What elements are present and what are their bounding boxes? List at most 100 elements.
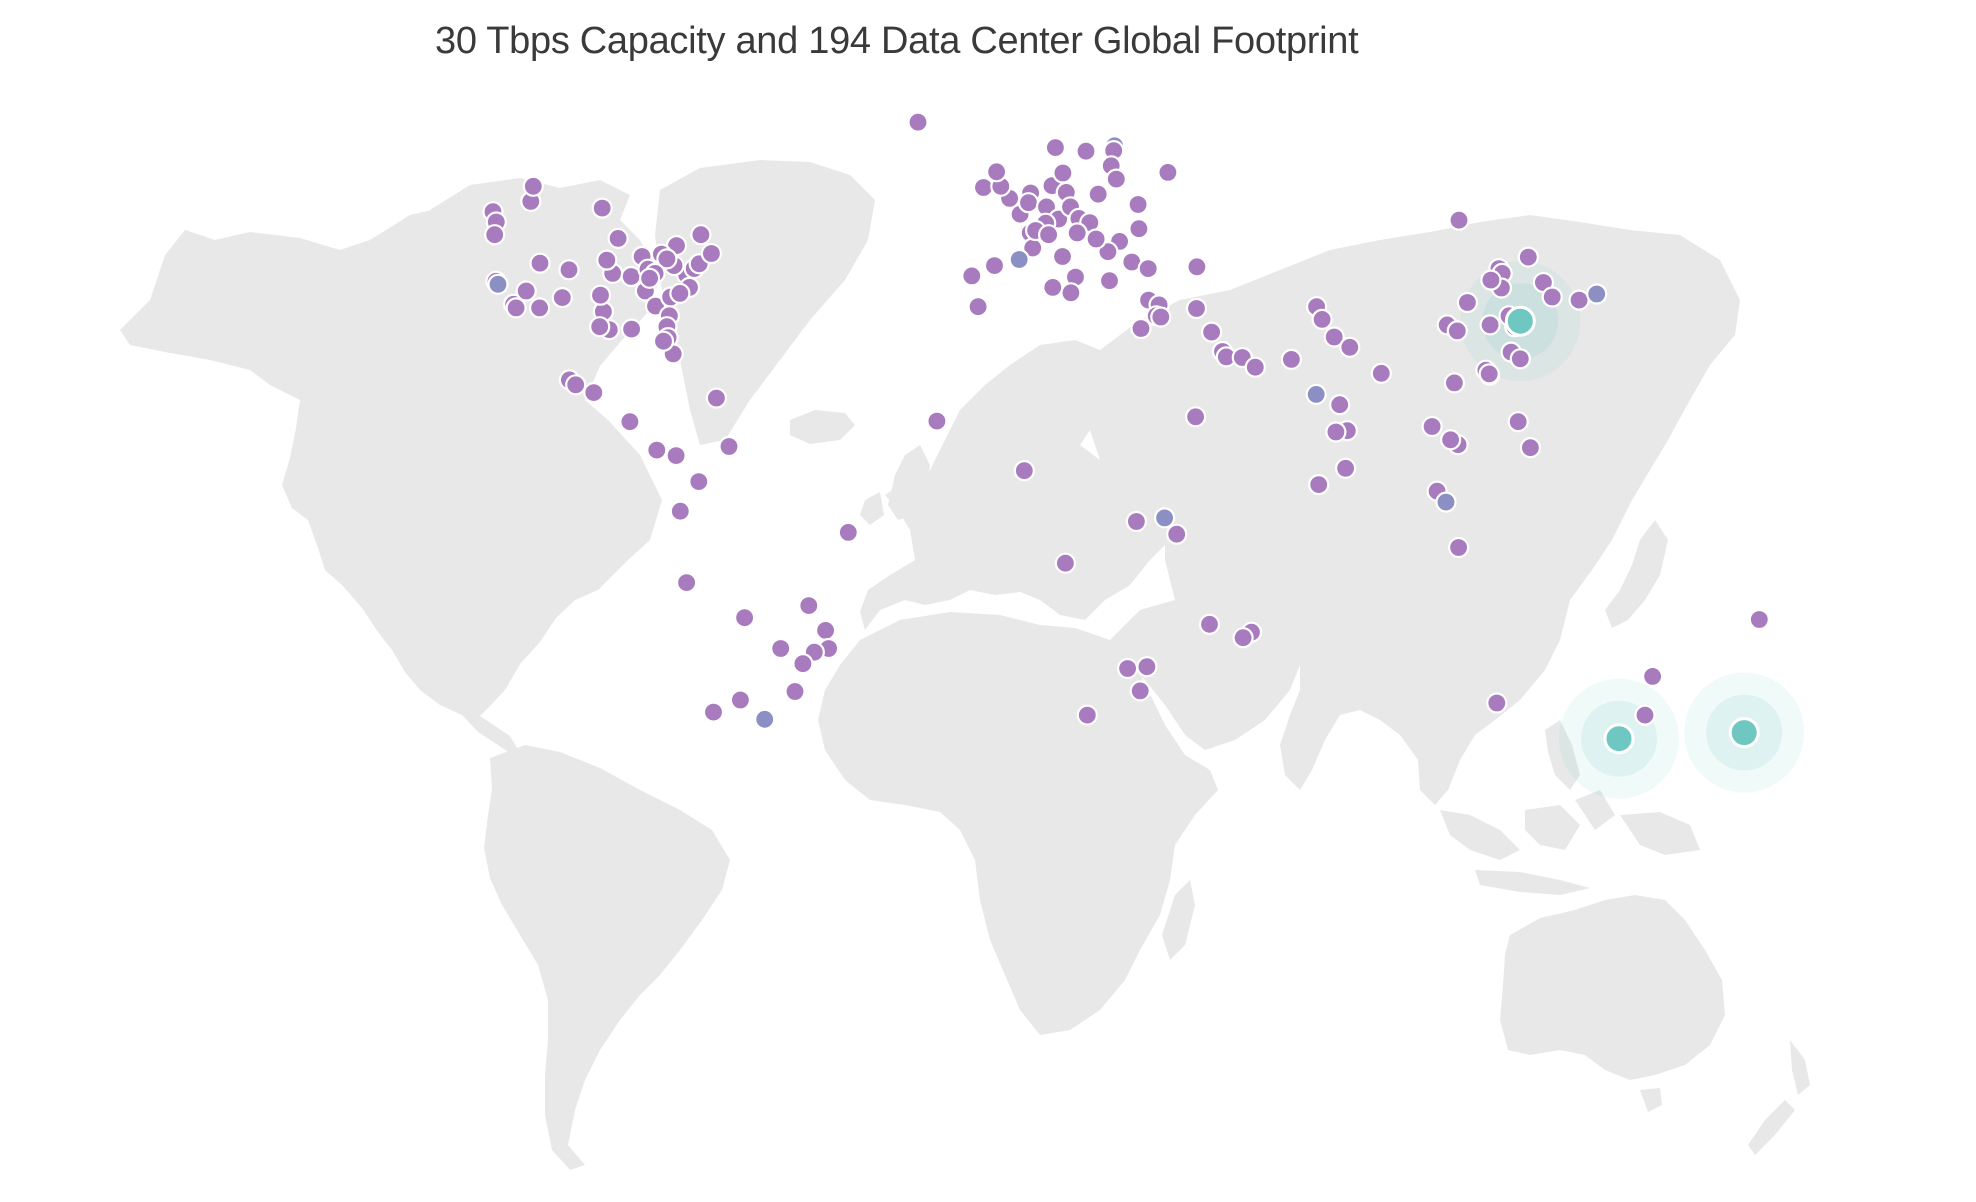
- data-center-marker[interactable]: [1323, 326, 1345, 348]
- data-center-marker[interactable]: [1136, 656, 1158, 678]
- data-center-marker[interactable]: [733, 607, 756, 629]
- data-center-marker[interactable]: [1311, 308, 1333, 330]
- data-center-marker[interactable]: [1509, 348, 1531, 370]
- data-center-marker[interactable]: [646, 439, 668, 461]
- data-center-marker[interactable]: [1334, 457, 1357, 479]
- data-center-marker[interactable]: [1127, 193, 1149, 216]
- data-center-marker[interactable]: [669, 500, 691, 522]
- data-center-marker[interactable]: [558, 259, 580, 281]
- data-center-marker[interactable]: [1443, 372, 1466, 394]
- data-center-marker[interactable]: [669, 282, 691, 304]
- data-center-marker[interactable]: [484, 224, 506, 246]
- data-center-marker[interactable]: [1435, 491, 1457, 513]
- data-center-marker[interactable]: [1125, 510, 1148, 533]
- data-center-marker[interactable]: [961, 265, 983, 287]
- data-center-marker[interactable]: [1129, 680, 1151, 702]
- data-center-marker[interactable]: [591, 197, 613, 219]
- data-center-marker[interactable]: [1329, 394, 1351, 416]
- data-center-marker[interactable]: [1017, 192, 1040, 214]
- data-center-marker[interactable]: [522, 175, 544, 197]
- data-center-marker[interactable]: [1479, 314, 1501, 336]
- highlight-marker[interactable]: [1728, 717, 1760, 749]
- data-center-marker[interactable]: [1200, 321, 1223, 343]
- data-center-marker[interactable]: [784, 680, 806, 703]
- data-center-marker[interactable]: [1586, 283, 1608, 305]
- data-center-marker[interactable]: [1305, 383, 1327, 405]
- data-center-marker[interactable]: [1480, 269, 1502, 291]
- data-center-marker[interactable]: [675, 571, 698, 594]
- data-center-marker[interactable]: [1325, 421, 1347, 443]
- highlight-marker[interactable]: [1504, 305, 1536, 337]
- data-center-marker[interactable]: [565, 374, 587, 396]
- data-center-marker[interactable]: [1568, 289, 1590, 311]
- data-center-marker[interactable]: [1076, 704, 1098, 726]
- data-center-marker[interactable]: [1478, 363, 1500, 385]
- data-center-marker[interactable]: [1037, 224, 1060, 246]
- data-center-marker[interactable]: [1130, 317, 1152, 340]
- data-center-marker[interactable]: [1075, 140, 1097, 162]
- data-center-marker[interactable]: [837, 521, 859, 544]
- data-center-marker[interactable]: [1044, 137, 1067, 159]
- data-center-marker[interactable]: [487, 273, 509, 295]
- data-center-marker[interactable]: [583, 382, 605, 404]
- data-center-marker[interactable]: [1042, 276, 1064, 298]
- data-center-marker[interactable]: [638, 267, 661, 289]
- data-center-marker[interactable]: [551, 287, 573, 309]
- data-center-marker[interactable]: [1097, 241, 1119, 263]
- data-center-marker[interactable]: [1748, 608, 1770, 631]
- data-center-marker[interactable]: [1128, 218, 1150, 240]
- data-center-marker[interactable]: [702, 701, 725, 723]
- data-center-marker[interactable]: [656, 248, 678, 270]
- data-center-marker[interactable]: [528, 297, 551, 319]
- data-center-marker[interactable]: [1439, 429, 1462, 451]
- data-center-marker[interactable]: [1052, 162, 1074, 184]
- data-center-marker[interactable]: [515, 280, 537, 302]
- data-center-marker[interactable]: [1421, 415, 1443, 438]
- data-center-marker[interactable]: [589, 316, 611, 338]
- data-center-marker[interactable]: [505, 297, 527, 319]
- data-center-marker[interactable]: [1448, 209, 1470, 231]
- data-center-marker[interactable]: [1153, 507, 1176, 529]
- data-center-marker[interactable]: [814, 619, 837, 642]
- data-center-marker[interactable]: [700, 242, 723, 265]
- data-center-marker[interactable]: [1541, 286, 1563, 308]
- data-center-marker[interactable]: [1184, 406, 1207, 428]
- data-center-marker[interactable]: [607, 227, 629, 249]
- data-center-marker[interactable]: [1517, 246, 1539, 268]
- data-center-marker[interactable]: [1280, 348, 1303, 370]
- data-center-marker[interactable]: [798, 594, 820, 617]
- data-center-marker[interactable]: [705, 387, 728, 409]
- data-center-marker[interactable]: [1447, 536, 1470, 559]
- data-center-marker[interactable]: [1008, 248, 1030, 271]
- data-center-marker[interactable]: [1087, 183, 1109, 205]
- data-center-marker[interactable]: [1446, 320, 1468, 342]
- data-center-marker[interactable]: [1066, 222, 1088, 244]
- data-center-marker[interactable]: [718, 435, 740, 458]
- data-center-marker[interactable]: [1150, 306, 1172, 328]
- data-center-marker[interactable]: [1519, 437, 1542, 459]
- data-center-marker[interactable]: [620, 318, 643, 340]
- data-center-marker[interactable]: [1232, 627, 1254, 649]
- data-center-marker[interactable]: [1157, 161, 1179, 183]
- data-center-marker[interactable]: [1198, 613, 1221, 635]
- data-center-marker[interactable]: [529, 252, 551, 274]
- data-center-marker[interactable]: [983, 255, 1006, 277]
- data-center-marker[interactable]: [1244, 356, 1266, 378]
- data-center-marker[interactable]: [619, 411, 641, 433]
- data-center-marker[interactable]: [1098, 270, 1121, 292]
- data-center-marker[interactable]: [1308, 474, 1330, 496]
- data-center-marker[interactable]: [1137, 258, 1159, 280]
- data-center-marker[interactable]: [1051, 245, 1074, 268]
- data-center-marker[interactable]: [596, 249, 618, 271]
- data-center-marker[interactable]: [1105, 168, 1127, 190]
- data-center-marker[interactable]: [1186, 256, 1208, 278]
- data-center-marker[interactable]: [1013, 460, 1035, 482]
- data-center-marker[interactable]: [1634, 704, 1656, 726]
- data-center-marker[interactable]: [1370, 362, 1392, 384]
- data-center-marker[interactable]: [1054, 552, 1077, 574]
- data-center-marker[interactable]: [1507, 411, 1529, 433]
- data-center-marker[interactable]: [985, 161, 1008, 183]
- data-center-marker[interactable]: [1116, 657, 1139, 680]
- data-center-marker[interactable]: [770, 637, 792, 660]
- data-center-marker[interactable]: [729, 689, 752, 711]
